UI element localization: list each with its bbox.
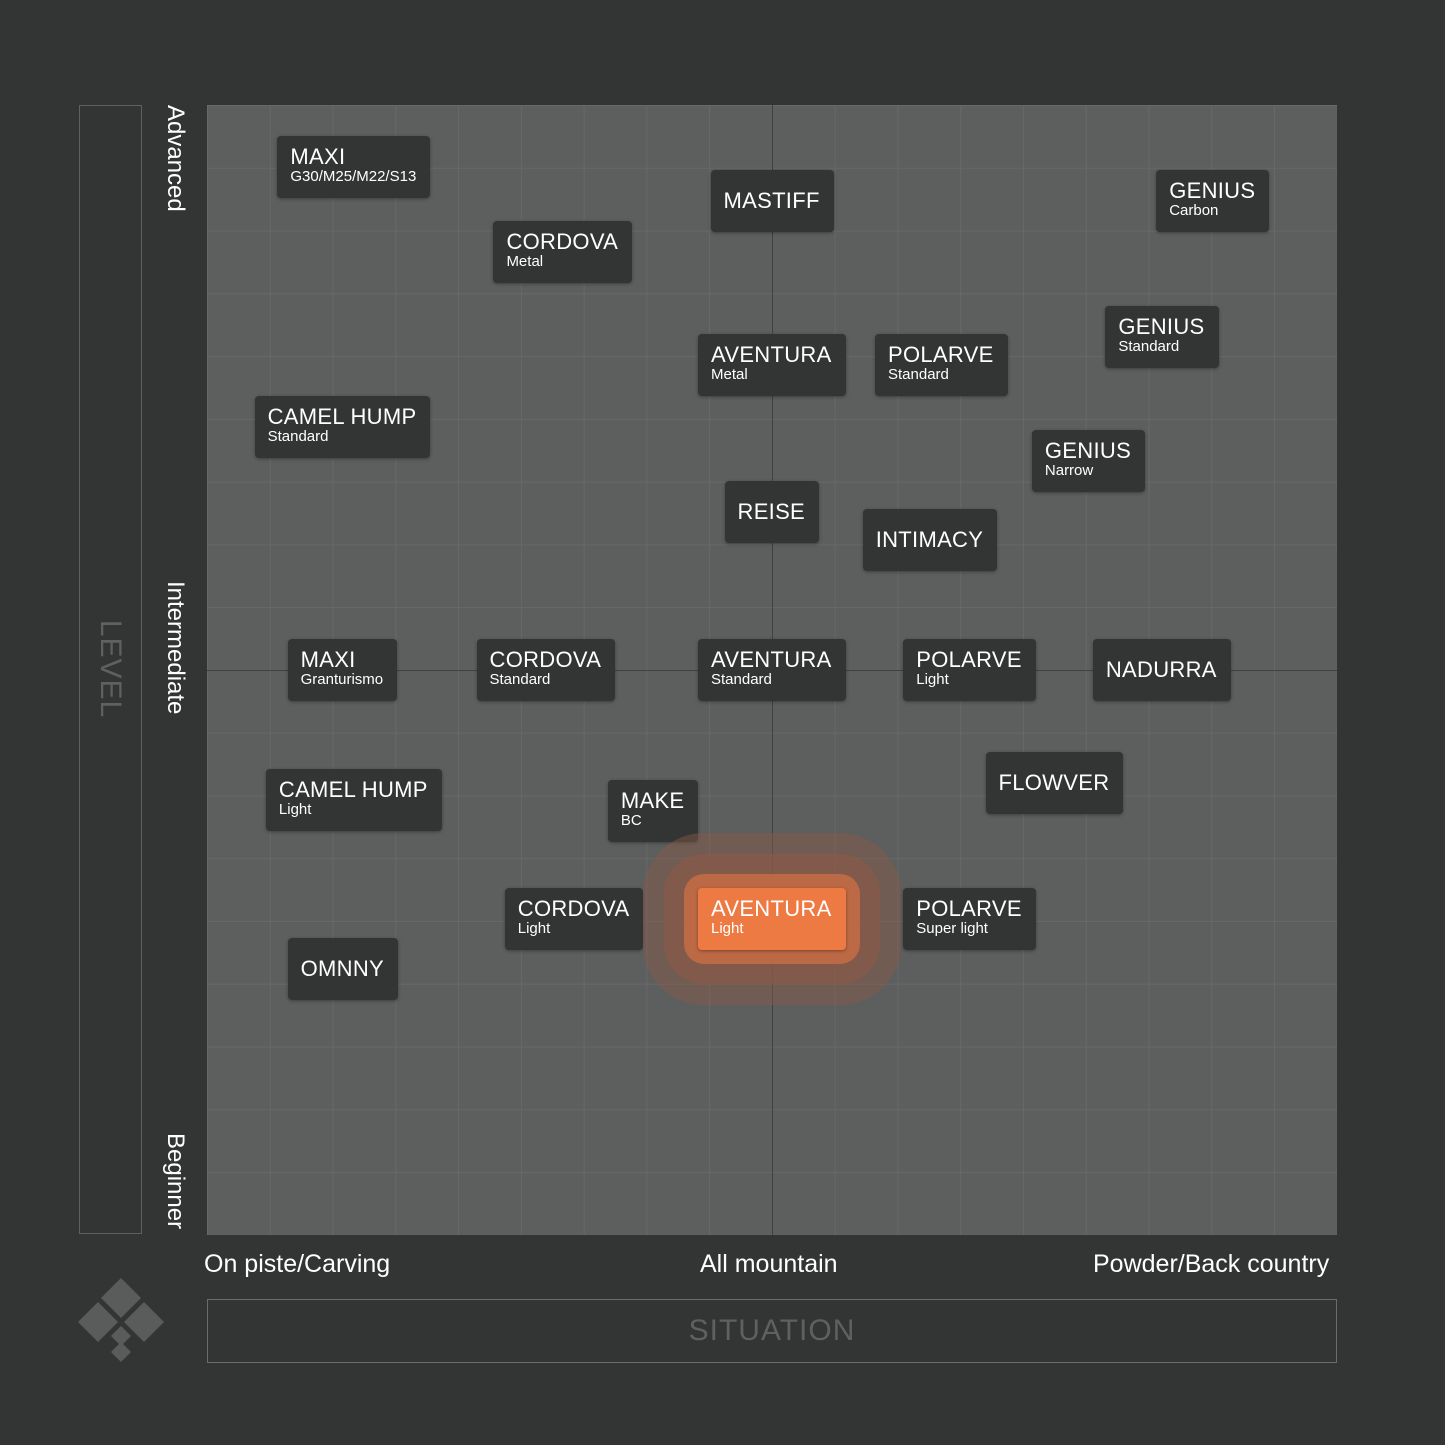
model-variant: G30/M25/M22/S13 <box>290 168 417 186</box>
model-name: GENIUS <box>1044 437 1132 463</box>
model-name: FLOWVER <box>998 770 1110 795</box>
model-label-maxi-granturismo[interactable]: MAXI Granturismo <box>287 639 398 701</box>
model-variant: Light <box>916 671 949 688</box>
model-label-cordova-metal[interactable]: CORDOVA Metal <box>493 220 633 283</box>
y-tick-advanced: Advanced <box>162 105 189 212</box>
model-name: OMNNY <box>300 956 384 982</box>
model-name: MAXI <box>300 647 356 672</box>
model-label-camel-hump-standard[interactable]: CAMEL HUMP Standard <box>254 396 431 459</box>
level-axis-box <box>79 105 142 1234</box>
model-name: CORDOVA <box>517 895 630 921</box>
model-variant: Carbon <box>1169 202 1219 220</box>
x-tick-powder: Powder/Back country <box>1093 1250 1330 1278</box>
model-label-polarve-super-light[interactable]: POLARVE Super light <box>903 887 1036 950</box>
model-variant: Metal <box>506 252 544 270</box>
diamond-logo-icon <box>78 1278 164 1362</box>
model-variant: BC <box>620 812 642 830</box>
model-label-genius-standard[interactable]: GENIUS Standard <box>1105 305 1219 368</box>
model-label-aventura-metal[interactable]: AVENTURA Metal <box>698 333 846 396</box>
level-axis-title: LEVEL <box>94 619 127 719</box>
x-tick-all-mountain: All mountain <box>700 1250 838 1278</box>
model-label-mastiff[interactable]: MASTIFF <box>710 170 834 233</box>
model-variant: Super light <box>916 919 988 937</box>
model-variant: Standard <box>489 671 551 688</box>
model-name: AVENTURA <box>711 341 832 367</box>
model-label-nadurra[interactable]: NADURRA <box>1092 639 1231 701</box>
model-name: REISE <box>737 498 806 524</box>
model-name: CORDOVA <box>506 228 619 254</box>
model-label-genius-carbon[interactable]: GENIUS Carbon <box>1156 170 1270 233</box>
model-name: MAKE <box>620 788 685 814</box>
model-name: MAXI <box>290 144 346 170</box>
model-variant: Granturismo <box>300 671 384 688</box>
model-variant: Standard <box>888 365 949 383</box>
model-name: POLARVE <box>916 895 1022 921</box>
model-name: POLARVE <box>916 647 1022 672</box>
model-label-cordova-light[interactable]: CORDOVA Light <box>504 887 644 950</box>
x-tick-on-piste: On piste/Carving <box>204 1250 391 1278</box>
situation-axis-title: SITUATION <box>688 1314 856 1347</box>
model-variant: Light <box>278 800 312 818</box>
model-name: MASTIFF <box>723 188 820 214</box>
model-variant: Light <box>711 919 744 937</box>
model-variant: Light <box>517 919 551 937</box>
model-name: GENIUS <box>1118 313 1205 339</box>
situation-axis-box: SITUATION <box>207 1299 1337 1363</box>
model-name: AVENTURA <box>711 647 832 672</box>
plot-area: MAXI G30/M25/M22/S13 CORDOVA Metal MASTIFF GE… <box>207 105 1337 1235</box>
model-label-polarve-light[interactable]: POLARVE Light <box>903 639 1036 701</box>
model-label-maxi-g30-m25-m22-s13[interactable]: MAXI G30/M25/M22/S13 <box>277 136 431 199</box>
model-name: CORDOVA <box>489 647 602 672</box>
model-label-camel-hump-light[interactable]: CAMEL HUMP Light <box>265 768 442 831</box>
model-label-polarve-standard[interactable]: POLARVE Standard <box>875 333 1008 396</box>
model-label-reise[interactable]: REISE <box>724 480 820 543</box>
model-label-genius-narrow[interactable]: GENIUS Narrow <box>1031 429 1146 492</box>
model-label-make-bc[interactable]: MAKE BC <box>607 780 699 843</box>
model-name: POLARVE <box>888 341 994 367</box>
model-name: NADURRA <box>1105 657 1217 682</box>
model-label-omnny[interactable]: OMNNY <box>287 938 398 1001</box>
model-label-aventura-standard[interactable]: AVENTURA Standard <box>698 639 846 701</box>
model-variant: Standard <box>1118 337 1180 355</box>
model-label-flowver[interactable]: FLOWVER <box>985 752 1124 814</box>
y-tick-intermediate: Intermediate <box>162 581 189 715</box>
model-name: CAMEL HUMP <box>267 404 417 430</box>
y-tick-beginner: Beginner <box>162 1133 189 1230</box>
model-label-cordova-standard[interactable]: CORDOVA Standard <box>476 639 616 701</box>
model-label-intimacy[interactable]: INTIMACY <box>862 509 998 572</box>
model-variant: Standard <box>711 671 772 688</box>
model-label-aventura-light[interactable]: AVENTURA Light <box>698 887 846 950</box>
model-name: GENIUS <box>1169 178 1256 204</box>
model-name: AVENTURA <box>711 895 832 921</box>
model-variant: Standard <box>267 428 329 446</box>
model-name: CAMEL HUMP <box>278 776 428 802</box>
model-variant: Metal <box>711 365 748 383</box>
model-name: INTIMACY <box>875 527 984 553</box>
model-variant: Narrow <box>1044 461 1094 479</box>
